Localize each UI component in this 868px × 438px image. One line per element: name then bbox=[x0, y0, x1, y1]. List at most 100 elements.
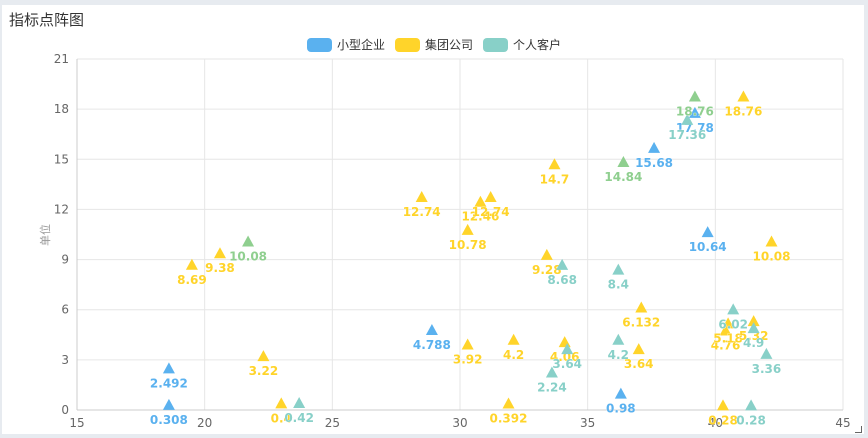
y-tick-label: 6 bbox=[61, 303, 69, 317]
y-tick-label: 21 bbox=[54, 52, 69, 66]
scatter-point[interactable] bbox=[461, 338, 474, 350]
scatter-point[interactable] bbox=[765, 235, 778, 247]
scatter-point[interactable] bbox=[558, 336, 571, 348]
data-label: 5.18 bbox=[713, 331, 743, 345]
data-label: 0.42 bbox=[284, 411, 314, 425]
data-label: 10.08 bbox=[753, 250, 791, 264]
scatter-point[interactable] bbox=[612, 333, 625, 345]
data-label: 3.36 bbox=[752, 362, 782, 376]
chart-panel bbox=[2, 5, 864, 434]
scatter-point[interactable] bbox=[425, 323, 438, 335]
scatter-point[interactable] bbox=[747, 322, 760, 334]
y-tick-label: 18 bbox=[54, 102, 69, 116]
scatter-point[interactable] bbox=[213, 247, 226, 259]
legend: 小型企业 集团公司 个人客户 bbox=[0, 36, 868, 53]
legend-item-personal-customer[interactable]: 个人客户 bbox=[483, 36, 561, 53]
data-label: 12.74 bbox=[472, 205, 510, 219]
scatter-point[interactable] bbox=[415, 191, 428, 203]
data-label: 3.64 bbox=[552, 357, 582, 371]
scatter-point[interactable] bbox=[614, 387, 627, 399]
data-label: 0.392 bbox=[490, 411, 528, 425]
scatter-point[interactable] bbox=[242, 235, 255, 247]
scatter-point[interactable] bbox=[617, 155, 630, 167]
scatter-point[interactable] bbox=[561, 343, 574, 355]
scatter-point[interactable] bbox=[548, 158, 561, 170]
scatter-point[interactable] bbox=[275, 397, 288, 409]
scatter-point[interactable] bbox=[722, 317, 735, 329]
data-label: 18.76 bbox=[724, 104, 762, 118]
scatter-point[interactable] bbox=[737, 90, 750, 102]
legend-swatch-small-business bbox=[306, 37, 332, 52]
y-tick-label: 3 bbox=[61, 353, 69, 367]
scatter-point[interactable] bbox=[540, 248, 553, 260]
data-label: 0.4 bbox=[271, 411, 292, 425]
scatter-point[interactable] bbox=[293, 396, 306, 408]
x-tick-label: 20 bbox=[197, 416, 212, 430]
data-label: 6.132 bbox=[622, 316, 660, 330]
data-label: 2.24 bbox=[537, 381, 567, 395]
x-tick-label: 25 bbox=[325, 416, 340, 430]
x-tick-label: 40 bbox=[708, 416, 723, 430]
scatter-point[interactable] bbox=[484, 191, 497, 203]
data-label: 8.68 bbox=[547, 273, 577, 287]
data-label: 17.36 bbox=[668, 128, 706, 142]
scatter-point[interactable] bbox=[632, 343, 645, 355]
data-label: 8.69 bbox=[177, 273, 207, 287]
data-label: 3.92 bbox=[453, 352, 483, 366]
data-label: 4.788 bbox=[413, 338, 451, 352]
data-label: 10.78 bbox=[449, 238, 487, 252]
data-label: 10.08 bbox=[229, 250, 267, 264]
scatter-point[interactable] bbox=[688, 106, 701, 118]
scatter-point[interactable] bbox=[760, 347, 773, 359]
legend-swatch-personal-customer bbox=[483, 37, 508, 52]
scatter-point[interactable] bbox=[461, 223, 474, 235]
legend-label-personal-customer: 个人客户 bbox=[513, 38, 562, 52]
scatter-point[interactable] bbox=[716, 399, 729, 411]
scatter-point[interactable] bbox=[502, 397, 515, 409]
legend-label-small-business: 小型企业 bbox=[336, 38, 385, 52]
scatter-point[interactable] bbox=[474, 195, 487, 207]
data-label: 14.84 bbox=[604, 170, 642, 184]
scatter-point[interactable] bbox=[648, 141, 661, 153]
scatter-point[interactable] bbox=[747, 315, 760, 327]
x-tick-label: 30 bbox=[452, 416, 467, 430]
scatter-point[interactable] bbox=[635, 301, 648, 313]
scatter-point[interactable] bbox=[257, 350, 270, 362]
data-label: 15.68 bbox=[635, 156, 673, 170]
y-axis-label: 单位 bbox=[38, 224, 52, 246]
scatter-point[interactable] bbox=[745, 399, 758, 411]
y-tick-label: 12 bbox=[54, 202, 69, 216]
scatter-point[interactable] bbox=[719, 324, 732, 336]
scatter-point[interactable] bbox=[185, 258, 198, 270]
scatter-point[interactable] bbox=[612, 263, 625, 275]
data-label: 9.28 bbox=[532, 263, 562, 277]
legend-item-small-business[interactable]: 小型企业 bbox=[306, 36, 385, 53]
legend-swatch-group-company bbox=[394, 37, 420, 52]
legend-item-group-company[interactable]: 集团公司 bbox=[394, 36, 473, 53]
y-tick-label: 15 bbox=[54, 152, 69, 166]
scatter-point[interactable] bbox=[681, 113, 694, 125]
y-tick-label: 0 bbox=[61, 403, 69, 417]
data-label: 4.76 bbox=[711, 338, 741, 352]
axes: 15 20 25 30 35 40 45 0 3 6 9 12 15 18 21 bbox=[54, 52, 851, 430]
data-points: 0.3082.4924.7880.9815.6817.7810.648.699.… bbox=[150, 90, 791, 428]
scatter-point[interactable] bbox=[545, 366, 558, 378]
data-label: 0.28 bbox=[708, 413, 738, 427]
data-label: 6.02 bbox=[718, 317, 748, 331]
data-label: 18.76 bbox=[676, 104, 714, 118]
data-label: 4.2 bbox=[608, 348, 629, 362]
scatter-point[interactable] bbox=[701, 226, 714, 238]
scatter-point[interactable] bbox=[556, 258, 569, 270]
data-label: 9.38 bbox=[205, 261, 235, 275]
legend-label-group-company: 集团公司 bbox=[424, 38, 473, 52]
scatter-point[interactable] bbox=[162, 362, 175, 374]
scatter-point[interactable] bbox=[688, 90, 701, 102]
x-tick-label: 35 bbox=[580, 416, 595, 430]
scatter-point[interactable] bbox=[727, 303, 740, 315]
y-tick-label: 9 bbox=[61, 253, 69, 267]
data-label: 10.64 bbox=[689, 240, 727, 254]
scatter-point[interactable] bbox=[507, 333, 520, 345]
data-label: 14.7 bbox=[540, 172, 570, 186]
scatter-point[interactable] bbox=[162, 398, 175, 410]
